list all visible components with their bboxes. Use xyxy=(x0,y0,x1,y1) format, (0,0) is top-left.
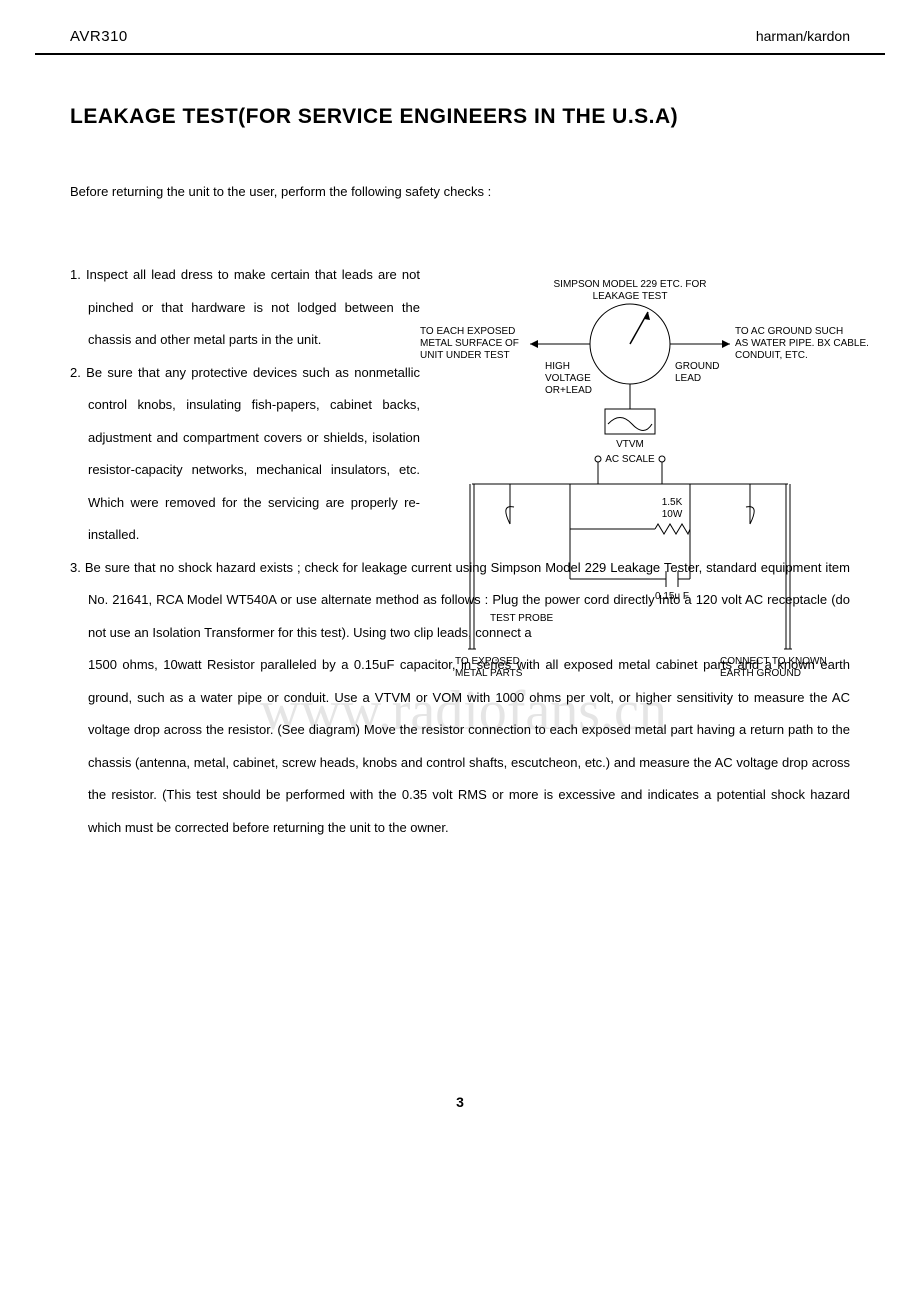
page-title: LEAKAGE TEST(FOR SERVICE ENGINEERS IN TH… xyxy=(70,105,850,129)
diagram-hv-2: VOLTAGE xyxy=(545,373,591,384)
diagram-cap: 0.15u F xyxy=(655,591,689,602)
diagram-em-1: TO EXPOSED xyxy=(455,656,520,667)
document-header: AVR310 harman/kardon xyxy=(35,0,885,55)
list-item-1: 1. Inspect all lead dress to make certai… xyxy=(70,259,420,357)
diagram-acg-2: AS WATER PIPE. BX CABLE. xyxy=(735,338,869,349)
diagram-vtvm-2: AC SCALE xyxy=(605,454,655,465)
brand-name: harman/kardon xyxy=(756,28,850,44)
intro-text: Before returning the unit to the user, p… xyxy=(70,184,850,199)
diagram-exposed-3: UNIT UNDER TEST xyxy=(420,350,510,361)
diagram-acg-1: TO AC GROUND SUCH xyxy=(735,326,843,337)
diagram-gl-2: LEAD xyxy=(675,373,701,384)
diagram-exposed-2: METAL SURFACE OF xyxy=(420,338,519,349)
diagram-probe: TEST PROBE xyxy=(490,613,553,624)
diagram-gl-1: GROUND xyxy=(675,361,719,372)
diagram-acg-3: CONDUIT, ETC. xyxy=(735,350,808,361)
model-number: AVR310 xyxy=(70,28,128,45)
body-wrapper: www.radiofans.cn 1. Inspect all lead dre… xyxy=(70,259,850,844)
list-item-2: 2. Be sure that any protective devices s… xyxy=(70,357,420,552)
diagram-vtvm-1: VTVM xyxy=(616,439,644,450)
diagram-simpson-2: LEAKAGE TEST xyxy=(593,291,668,302)
diagram-exposed-1: TO EACH EXPOSED xyxy=(420,326,515,337)
diagram-eg-1: CONNECT TO KNOWN xyxy=(720,656,827,667)
diagram-hv-1: HIGH xyxy=(545,361,570,372)
page-content: LEAKAGE TEST(FOR SERVICE ENGINEERS IN TH… xyxy=(0,105,920,1140)
diagram-res-1: 1.5K xyxy=(662,497,683,508)
diagram-hv-3: OR+LEAD xyxy=(545,385,592,396)
diagram-em-2: METAL PARTS xyxy=(455,668,523,679)
page-number: 3 xyxy=(70,1094,850,1140)
leakage-test-diagram: SIMPSON MODEL 229 ETC. FOR LEAKAGE TEST … xyxy=(410,269,870,699)
diagram-simpson-1: SIMPSON MODEL 229 ETC. FOR xyxy=(554,279,707,290)
diagram-eg-2: EARTH GROUND xyxy=(720,668,801,679)
diagram-res-2: 10W xyxy=(662,509,683,520)
